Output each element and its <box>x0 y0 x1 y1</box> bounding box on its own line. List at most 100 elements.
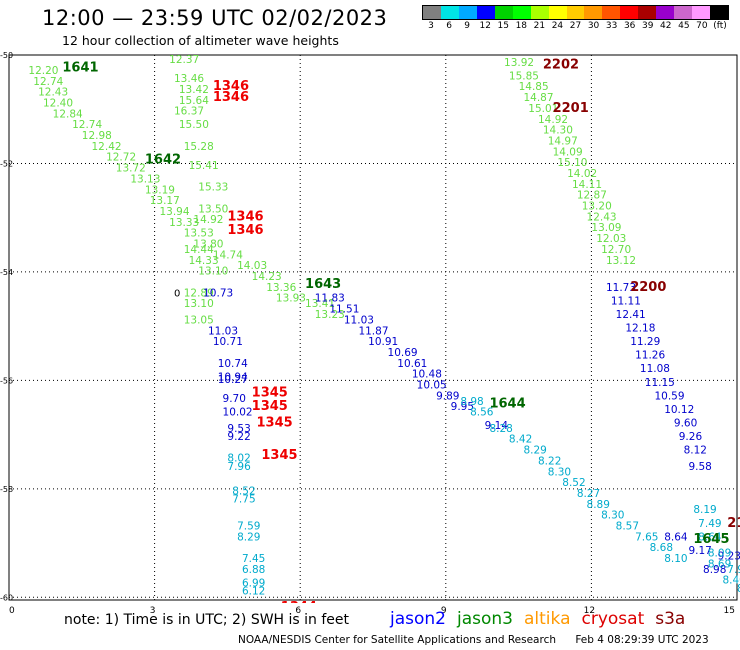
wave-height-value: 7.90 <box>727 564 740 576</box>
y-tick-label: -52 <box>0 159 13 168</box>
wave-height-value: 8.42 <box>509 434 532 446</box>
color-swatch <box>638 6 657 19</box>
pass-label: 1345 <box>261 448 297 463</box>
y-tick-label: -60 <box>0 593 13 602</box>
pass-label: 2202 <box>543 58 579 73</box>
wave-height-value: 13.36 <box>266 282 296 294</box>
wave-height-value: 9.53 <box>227 423 250 435</box>
footer-credit: NOAA/NESDIS Center for Satellite Applica… <box>238 634 709 646</box>
wave-height-value: 13.33 <box>169 217 199 229</box>
wave-height-value: 14.44 <box>184 244 214 256</box>
pass-label: 219 <box>727 516 740 531</box>
pass-label: 1345 <box>257 415 293 430</box>
wave-height-value: 6.12 <box>242 586 265 598</box>
footer-note: note: 1) Time is in UTC; 2) SWH is in fe… <box>64 612 350 628</box>
wave-height-value: 8.30 <box>601 510 624 522</box>
data-layer: 12.2012.7412.4312.4012.8412.7412.9812.42… <box>28 54 740 603</box>
wave-height-value: 9.95 <box>451 401 474 413</box>
satellite-name: cryosat <box>581 609 645 629</box>
color-scale-label: 39 <box>642 21 654 31</box>
wave-height-value: 8.28 <box>489 423 512 435</box>
color-scale-label: (ft) <box>713 21 727 31</box>
pass-label: 1641 <box>62 60 98 75</box>
wave-height-value: 9.14 <box>485 420 509 432</box>
wave-height-value: 8.52 <box>232 485 255 497</box>
pass-label: 1346 <box>213 90 249 105</box>
wave-height-value: 11.15 <box>645 377 675 389</box>
wave-height-value: 14.92 <box>193 214 223 226</box>
wave-height-value: 7.45 <box>242 553 265 565</box>
wave-height-value: 13.17 <box>150 195 180 207</box>
pass-label: 1644 <box>489 396 525 411</box>
wave-height-value: 14.09 <box>553 146 583 158</box>
wave-height-value: 8.22 <box>538 455 561 467</box>
y-tick-label: -58 <box>0 485 13 494</box>
wave-height-value: 15.01 <box>528 103 558 115</box>
wave-height-value: 10.74 <box>218 358 248 370</box>
color-scale-label: 36 <box>623 21 636 31</box>
color-scale-label: 24 <box>551 21 564 31</box>
color-scale-label: 6 <box>446 21 452 31</box>
color-scale-label: 9 <box>464 21 471 31</box>
wave-height-value: 11.73 <box>606 282 636 294</box>
y-tick-label: -56 <box>0 376 13 385</box>
satellite-name: jason2 <box>390 609 446 629</box>
wave-height-value: 8.50 <box>737 583 740 595</box>
wave-height-value: 14.11 <box>572 179 602 191</box>
satellite-legend: jason2 jason3 altika cryosat s3a <box>390 609 696 629</box>
color-swatch <box>548 6 567 19</box>
wave-height-value: 13.12 <box>606 255 636 267</box>
wave-height-value: 11.03 <box>208 325 238 337</box>
pass-label: 1346 <box>213 79 249 94</box>
pass-label: 1345 <box>252 386 288 401</box>
wave-height-value: 10.61 <box>397 358 427 370</box>
wave-height-value: 8.56 <box>470 407 494 419</box>
pass-label: 1643 <box>305 277 341 292</box>
wave-height-value: 15.64 <box>179 95 209 107</box>
wave-height-value: 8.64 <box>698 531 722 543</box>
wave-height-value: 13.10 <box>198 266 228 278</box>
pass-label: 2200 <box>630 280 666 295</box>
wave-height-value: 8.40 <box>722 575 740 587</box>
color-swatch <box>476 6 495 19</box>
wave-height-value: 12.37 <box>169 54 199 66</box>
pass-label: 1345 <box>252 399 288 414</box>
wave-height-value: 11.83 <box>315 293 345 305</box>
wave-height-value: 15.28 <box>184 141 214 153</box>
x-tick-label: 3 <box>150 606 156 616</box>
wave-height-value: 15.50 <box>179 119 209 131</box>
wave-height-value: 8.12 <box>684 445 707 457</box>
stray-label: 0 <box>174 288 180 299</box>
wave-height-value: 13.53 <box>184 228 214 240</box>
wave-height-value: 12.43 <box>38 87 68 99</box>
color-scale-labels: 3 6 9 12 15 18 21 24 27 30 33 36 39 42 45 70 (ft) <box>422 21 729 33</box>
wave-height-value: 11.29 <box>630 336 660 348</box>
wave-height-value: 15.41 <box>189 160 219 172</box>
x-tick-label: 15 <box>724 606 735 616</box>
wave-height-value: 13.05 <box>184 314 214 326</box>
wave-height-value: 12.74 <box>72 119 102 131</box>
wave-height-value: 13.42 <box>179 84 209 96</box>
color-swatch <box>458 6 477 19</box>
wave-height-value: 14.02 <box>567 168 597 180</box>
wave-height-value: 13.50 <box>198 203 228 215</box>
wave-height-value: 11.51 <box>329 304 359 316</box>
wave-height-value: 12.43 <box>587 211 617 223</box>
wave-height-value: 10.59 <box>654 390 684 402</box>
wave-height-value: 12.18 <box>625 323 655 335</box>
x-tick-label: 9 <box>441 606 447 616</box>
color-scale-label: 33 <box>605 21 618 31</box>
color-swatch <box>530 6 549 19</box>
satellite-name: s3a <box>655 609 686 629</box>
wave-height-value: 8.57 <box>616 521 639 533</box>
plot-frame <box>8 54 738 601</box>
wave-height-value: 8.98 <box>460 396 483 408</box>
color-swatch <box>494 6 513 19</box>
wave-height-value: 8.98 <box>703 564 726 576</box>
wave-height-value: 12.70 <box>601 244 631 256</box>
wave-height-value: 10.05 <box>417 380 447 392</box>
x-tick-label: 0 <box>9 606 15 616</box>
wave-height-value: 9.89 <box>436 390 459 402</box>
credit-text: NOAA/NESDIS Center for Satellite Applica… <box>238 634 556 646</box>
wave-height-value: 14.97 <box>548 135 578 147</box>
